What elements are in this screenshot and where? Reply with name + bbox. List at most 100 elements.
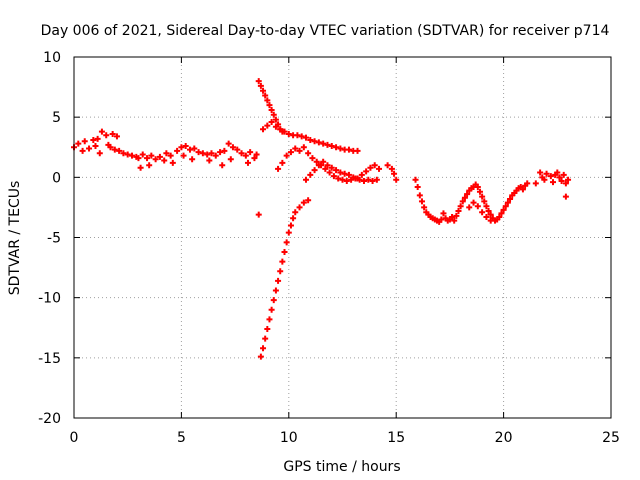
- plot-border: [73, 56, 612, 419]
- data-point: [307, 137, 314, 144]
- data-point: [217, 149, 224, 156]
- x-tick-label: 5: [177, 430, 186, 446]
- data-point: [326, 169, 333, 176]
- data-point: [322, 165, 329, 172]
- data-point: [255, 78, 262, 85]
- data-point: [354, 175, 361, 182]
- data-point: [339, 176, 346, 183]
- data-point: [388, 165, 395, 172]
- data-point: [451, 217, 458, 224]
- data-point: [487, 211, 494, 218]
- data-point: [268, 306, 275, 313]
- data-point: [307, 171, 314, 178]
- data-point: [174, 147, 181, 154]
- data-point: [421, 204, 428, 211]
- data-point: [260, 345, 267, 352]
- data-point: [238, 150, 245, 157]
- x-tick-label: 25: [602, 430, 620, 446]
- data-point: [156, 153, 163, 160]
- data-point: [481, 198, 488, 205]
- data-point: [287, 222, 294, 229]
- data-point: [560, 171, 567, 178]
- data-point: [341, 170, 348, 177]
- y-tick-label: 5: [52, 110, 61, 126]
- data-point: [283, 152, 290, 159]
- data-point: [260, 87, 267, 94]
- data-point: [438, 216, 445, 223]
- data-point: [270, 297, 277, 304]
- data-point: [90, 137, 97, 144]
- data-point: [279, 159, 286, 166]
- data-point: [333, 144, 340, 151]
- data-point: [479, 209, 486, 216]
- data-point: [285, 229, 292, 236]
- data-point: [264, 122, 271, 129]
- data-point: [270, 111, 277, 118]
- data-point: [281, 248, 288, 255]
- x-tick-labels: 0 5 10 15 20 25: [70, 430, 620, 446]
- data-point: [504, 199, 511, 206]
- data-point: [324, 141, 331, 148]
- data-point: [281, 128, 288, 135]
- data-point: [313, 158, 320, 165]
- y-tick-label: -20: [38, 411, 61, 427]
- data-point: [320, 140, 327, 147]
- data-point: [524, 180, 531, 187]
- y-tick-label: -15: [38, 351, 61, 367]
- data-point: [302, 176, 309, 183]
- data-point: [455, 208, 462, 215]
- data-point: [285, 131, 292, 138]
- data-point: [275, 277, 282, 284]
- data-point: [296, 147, 303, 154]
- data-point: [262, 92, 269, 99]
- y-tick-label: -10: [38, 291, 61, 307]
- data-point: [120, 150, 127, 157]
- data-point: [461, 194, 468, 201]
- data-point: [485, 208, 492, 215]
- data-point: [266, 102, 273, 109]
- data-point: [393, 176, 400, 183]
- data-point: [500, 206, 507, 213]
- data-point: [543, 170, 550, 177]
- data-point: [253, 151, 260, 158]
- y-tick-label: -5: [47, 231, 61, 247]
- data-point: [449, 214, 456, 221]
- data-point: [96, 150, 103, 157]
- data-points: [71, 78, 572, 360]
- data-point: [272, 116, 279, 123]
- data-point: [199, 150, 206, 157]
- data-point: [507, 195, 514, 202]
- data-point: [541, 176, 548, 183]
- data-point: [345, 146, 352, 153]
- data-point: [212, 152, 219, 159]
- data-point: [440, 210, 447, 217]
- data-point: [195, 149, 202, 156]
- data-point: [498, 210, 505, 217]
- data-point: [113, 133, 120, 140]
- data-point: [418, 198, 425, 205]
- data-point: [116, 147, 123, 154]
- data-point: [300, 144, 307, 151]
- data-point: [367, 164, 374, 171]
- data-point: [268, 118, 275, 125]
- data-point: [219, 162, 226, 169]
- data-point: [296, 204, 303, 211]
- data-point: [466, 204, 473, 211]
- data-point: [335, 175, 342, 182]
- data-point: [225, 140, 232, 147]
- x-axis-label: GPS time / hours: [283, 459, 400, 475]
- data-point: [412, 176, 419, 183]
- data-point: [94, 135, 101, 142]
- data-point: [476, 188, 483, 195]
- data-point: [107, 144, 114, 151]
- data-point: [345, 171, 352, 178]
- data-point: [311, 167, 318, 174]
- x-tick-label: 10: [280, 430, 298, 446]
- data-point: [247, 149, 254, 156]
- data-point: [257, 82, 264, 89]
- data-point: [298, 133, 305, 140]
- data-point: [272, 287, 279, 294]
- data-point: [328, 164, 335, 171]
- data-point: [464, 191, 471, 198]
- y-tick-labels: 10 5 0 -5 -10 -15 -20: [38, 50, 61, 427]
